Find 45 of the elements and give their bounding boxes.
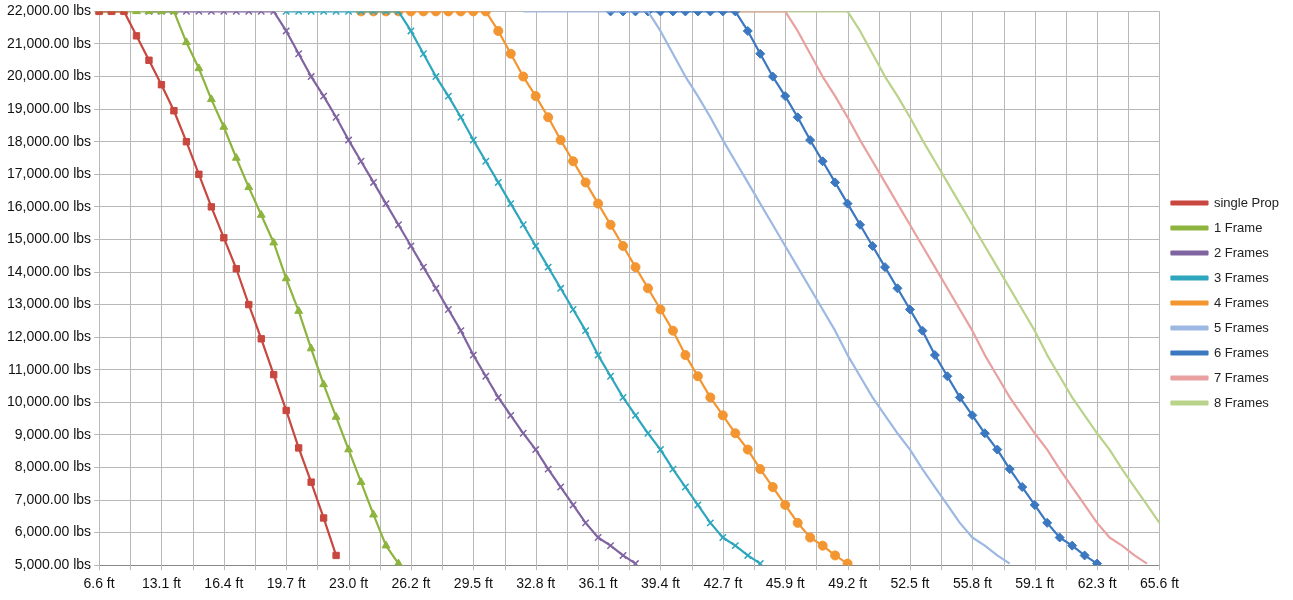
x-tick-label: 55.8 ft xyxy=(952,575,992,592)
x-tick-label: 26.2 ft xyxy=(391,575,431,592)
x-tick-label: 23.0 ft xyxy=(329,575,369,592)
legend-label: 2 Frames xyxy=(1213,244,1270,260)
x-tick-label: 39.4 ft xyxy=(640,575,681,592)
y-tick-label: 12,000.00 lbs xyxy=(6,328,92,345)
y-tick-label: 8,000.00 lbs xyxy=(14,458,92,475)
x-tick-label: 16.4 ft xyxy=(204,575,244,592)
x-tick-label: 49.2 ft xyxy=(828,575,868,592)
y-tick-label: 5,000.00 lbs xyxy=(14,556,92,573)
y-tick-label: 7,000.00 lbs xyxy=(14,490,92,507)
y-tick-label: 19,000.00 lbs xyxy=(6,99,92,116)
x-tick-label: 62.3 ft xyxy=(1077,575,1117,592)
legend-label: 1 Frame xyxy=(1213,219,1263,235)
x-tick-label: 6.6 ft xyxy=(83,575,115,592)
y-tick-label: 20,000.00 lbs xyxy=(6,67,92,84)
y-tick-label: 10,000.00 lbs xyxy=(6,393,92,410)
x-tick-label: 29.5 ft xyxy=(453,575,493,592)
y-tick-label: 22,000.00 lbs xyxy=(6,2,92,19)
legend-label: 7 Frames xyxy=(1213,369,1270,385)
x-tick-label: 45.9 ft xyxy=(765,575,805,592)
y-tick-label: 6,000.00 lbs xyxy=(14,523,92,540)
legend-label: 8 Frames xyxy=(1213,394,1270,410)
x-tick-label: 52.5 ft xyxy=(890,575,930,592)
x-tick-label: 19.7 ft xyxy=(266,575,306,592)
y-tick-label: 13,000.00 lbs xyxy=(6,295,92,312)
legend-label: 6 Frames xyxy=(1213,344,1270,360)
x-tick-label: 36.1 ft xyxy=(578,575,618,592)
y-tick-label: 18,000.00 lbs xyxy=(6,132,92,149)
x-tick-label: 65.6 ft xyxy=(1140,575,1180,592)
y-tick-label: 14,000.00 lbs xyxy=(6,262,92,279)
legend-label: 3 Frames xyxy=(1213,269,1270,285)
legend-label: single Prop xyxy=(1213,194,1280,210)
y-tick-label: 11,000.00 lbs xyxy=(8,360,92,377)
x-tick-label: 13.1 ft xyxy=(141,575,182,592)
y-tick-label: 9,000.00 lbs xyxy=(14,425,92,442)
legend-label: 5 Frames xyxy=(1213,319,1270,335)
x-tick-label: 32.8 ft xyxy=(516,575,556,592)
x-tick-label: 59.1 ft xyxy=(1015,575,1055,592)
y-tick-label: 21,000.00 lbs xyxy=(6,34,92,51)
y-tick-label: 15,000.00 lbs xyxy=(6,230,92,247)
x-tick-label: 42.7 ft xyxy=(703,575,743,592)
y-tick-label: 17,000.00 lbs xyxy=(6,165,92,182)
legend-label: 4 Frames xyxy=(1213,294,1270,310)
y-tick-label: 16,000.00 lbs xyxy=(6,197,92,214)
